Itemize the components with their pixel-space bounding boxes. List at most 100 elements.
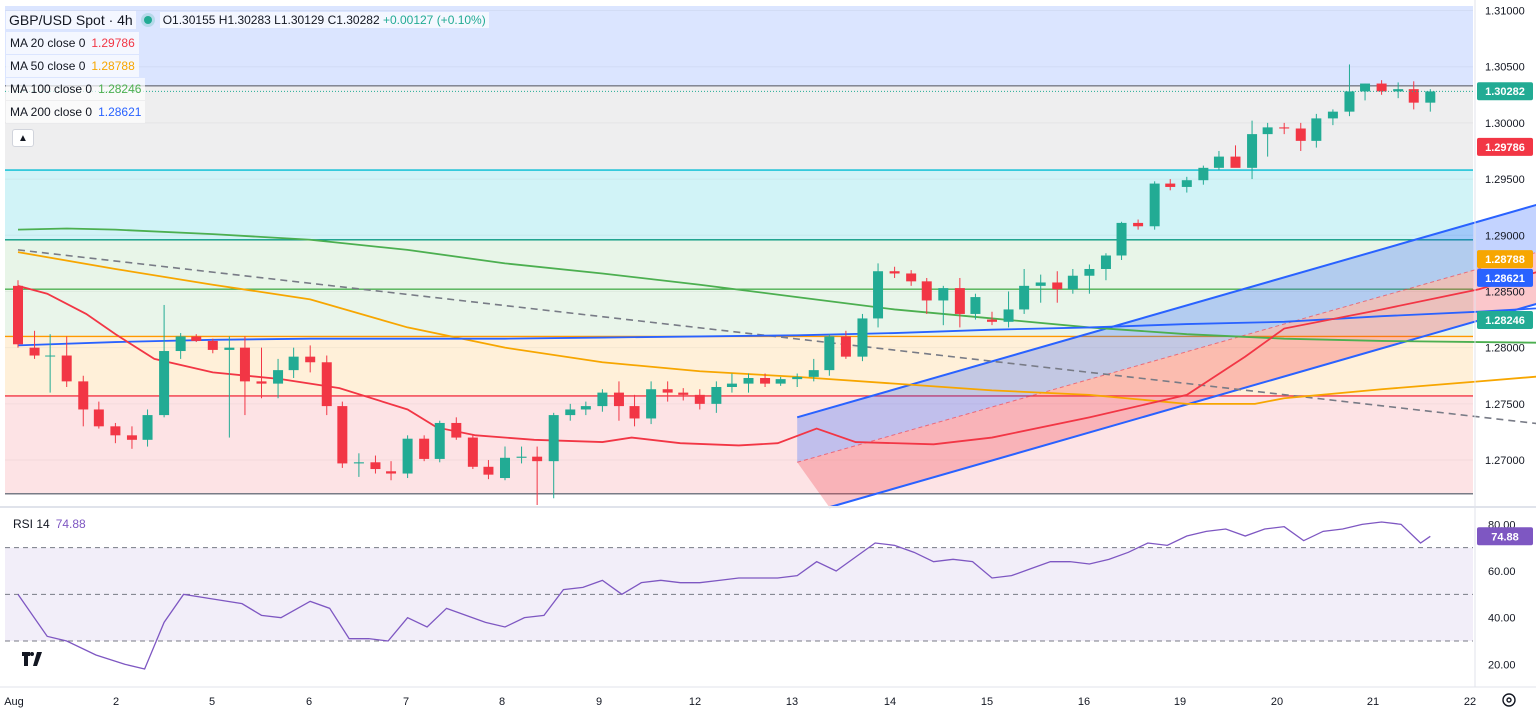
time-tick-label: 15 xyxy=(981,696,993,708)
price-tick-label: 1.29500 xyxy=(1485,174,1525,186)
candle-body xyxy=(1311,118,1322,141)
ohlc-readout: O1.30155 H1.30283 L1.30129 C1.30282 +0.0… xyxy=(159,12,489,28)
channel-upper-line xyxy=(796,203,1536,419)
time-tick-label: 13 xyxy=(786,696,798,708)
symbol-title[interactable]: GBP/USD Spot · 4h xyxy=(6,11,136,29)
candle-body xyxy=(500,457,510,479)
candle-body xyxy=(921,281,932,301)
candle-body xyxy=(256,381,267,384)
time-tick-label: 22 xyxy=(1464,696,1476,708)
price-badge-label: 1.28621 xyxy=(1485,273,1525,285)
ma50-line xyxy=(17,251,1536,405)
candle-body xyxy=(1408,89,1419,103)
time-tick-label: 8 xyxy=(499,696,505,708)
collapse-legend-button[interactable]: ▲ xyxy=(12,129,34,147)
rsi-legend[interactable]: RSI 14 74.88 xyxy=(13,517,86,531)
price-badge-label: 1.30282 xyxy=(1485,86,1525,98)
candle-body xyxy=(565,409,576,416)
candle-body xyxy=(337,406,348,464)
candle-body xyxy=(597,392,608,407)
candle-body xyxy=(629,406,640,419)
tradingview-logo-icon[interactable] xyxy=(22,652,44,669)
candle-body xyxy=(1149,183,1160,227)
candle-body xyxy=(1425,91,1436,103)
ma-label: MA 200 close 0 xyxy=(10,105,93,119)
candle-body xyxy=(207,340,218,350)
candle-body xyxy=(61,355,72,382)
ma-label: MA 20 close 0 xyxy=(10,36,86,50)
candle-body xyxy=(1360,83,1371,92)
candle-body xyxy=(1019,285,1030,310)
candle-body xyxy=(1165,183,1176,187)
candle-body xyxy=(824,336,835,371)
candle-body xyxy=(305,356,316,363)
candle-body xyxy=(273,370,284,384)
candle-body xyxy=(580,406,591,410)
high-value: H1.30283 xyxy=(218,13,271,27)
price-badge xyxy=(1477,137,1533,156)
candle-body xyxy=(142,415,153,440)
time-tick-label: 2 xyxy=(113,696,119,708)
candle-body xyxy=(662,389,673,393)
price-tick-label: 1.30500 xyxy=(1485,62,1525,74)
ma200-legend[interactable]: MA 200 close 0 1.28621 xyxy=(6,101,146,123)
price-tick-label: 1.28000 xyxy=(1485,343,1525,355)
candle-body xyxy=(646,389,657,419)
candle-body xyxy=(906,273,917,282)
candle-body xyxy=(1295,128,1306,141)
candle-body xyxy=(78,381,89,410)
candle-body xyxy=(548,415,559,462)
candle-body xyxy=(110,426,121,436)
ma20-legend[interactable]: MA 20 close 0 1.29786 xyxy=(6,32,139,54)
candle-body xyxy=(857,318,868,357)
candle-body xyxy=(516,456,527,458)
time-tick-label: 9 xyxy=(596,696,602,708)
close-value: C1.30282 xyxy=(327,13,380,27)
candle-body xyxy=(483,466,494,475)
ma100-line xyxy=(17,227,1536,344)
price-badge-label: 1.29786 xyxy=(1485,142,1525,154)
price-badge xyxy=(1477,268,1533,287)
candle-body xyxy=(1116,222,1127,256)
candle-body xyxy=(419,438,430,459)
candle-body xyxy=(353,462,364,464)
candle-body xyxy=(938,288,949,301)
candle-body xyxy=(126,435,137,440)
price-tick-label: 1.27500 xyxy=(1485,399,1525,411)
candle-body xyxy=(1084,268,1095,276)
ma-value: 1.28621 xyxy=(98,105,142,119)
candle-body xyxy=(678,392,689,395)
candle-body xyxy=(1035,282,1046,286)
candle-body xyxy=(402,438,413,474)
time-tick-label: 20 xyxy=(1271,696,1283,708)
ma100-legend[interactable]: MA 100 close 0 1.28246 xyxy=(6,78,146,100)
candle-body xyxy=(1327,111,1338,119)
candle-body xyxy=(191,336,202,341)
candle-body xyxy=(288,356,299,371)
candle-body xyxy=(1198,167,1209,181)
gear-icon[interactable] xyxy=(1501,692,1519,710)
chart-legend: GBP/USD Spot · 4h O1.30155 H1.30283 L1.3… xyxy=(6,9,489,147)
candle-body xyxy=(1344,91,1355,112)
candle-body xyxy=(1279,127,1290,129)
candle-body xyxy=(970,297,981,314)
low-value: L1.30129 xyxy=(274,13,325,27)
rsi-line xyxy=(17,521,1431,670)
candle-body xyxy=(1262,127,1273,135)
price-badge xyxy=(1477,311,1533,330)
channel-lower-line xyxy=(829,302,1536,509)
candle-body xyxy=(873,271,884,319)
ma50-legend[interactable]: MA 50 close 0 1.28788 xyxy=(6,55,139,77)
candle-body xyxy=(434,422,445,459)
candle-body xyxy=(1247,134,1258,168)
time-tick-label: 19 xyxy=(1174,696,1186,708)
candle-body xyxy=(808,370,819,377)
time-tick-label: 16 xyxy=(1078,696,1090,708)
price-badge xyxy=(1477,82,1533,101)
price-badge-label: 1.28788 xyxy=(1485,254,1525,266)
candle-body xyxy=(386,471,397,474)
candle-body xyxy=(889,271,900,274)
candle-body xyxy=(743,378,754,384)
